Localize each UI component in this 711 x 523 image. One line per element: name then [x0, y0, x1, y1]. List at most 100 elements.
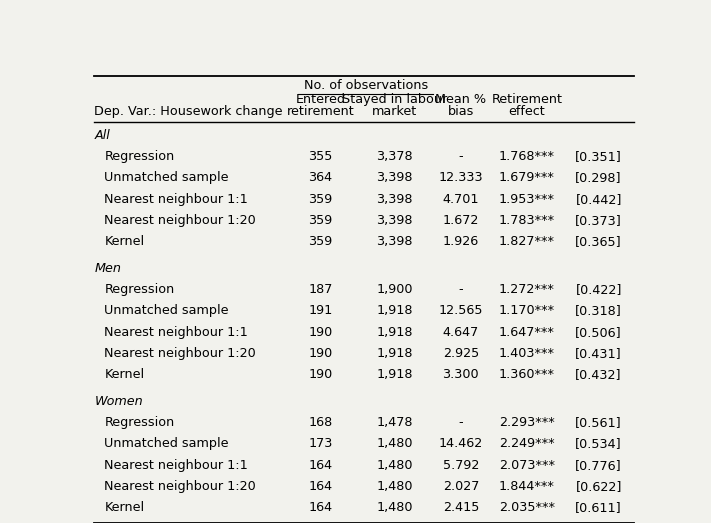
Text: 1,918: 1,918	[376, 368, 413, 381]
Text: Kernel: Kernel	[105, 235, 144, 248]
Text: Nearest neighbour 1:20: Nearest neighbour 1:20	[105, 214, 256, 227]
Text: Unmatched sample: Unmatched sample	[105, 172, 229, 185]
Text: 1.783***: 1.783***	[499, 214, 555, 227]
Text: 190: 190	[308, 368, 333, 381]
Text: 1.679***: 1.679***	[499, 172, 555, 185]
Text: 1.827***: 1.827***	[499, 235, 555, 248]
Text: 14.462: 14.462	[439, 437, 483, 450]
Text: 1,478: 1,478	[376, 416, 413, 429]
Text: 4.701: 4.701	[442, 193, 479, 206]
Text: 364: 364	[309, 172, 332, 185]
Text: Regression: Regression	[105, 416, 175, 429]
Text: 3,378: 3,378	[376, 150, 413, 163]
Text: [0.351]: [0.351]	[575, 150, 622, 163]
Text: Nearest neighbour 1:20: Nearest neighbour 1:20	[105, 480, 256, 493]
Text: Entered: Entered	[295, 93, 346, 106]
Text: 1.953***: 1.953***	[499, 193, 555, 206]
Text: [0.365]: [0.365]	[575, 235, 622, 248]
Text: Regression: Regression	[105, 150, 175, 163]
Text: Nearest neighbour 1:1: Nearest neighbour 1:1	[105, 193, 248, 206]
Text: 3,398: 3,398	[376, 235, 413, 248]
Text: 3,398: 3,398	[376, 172, 413, 185]
Text: 2.293***: 2.293***	[499, 416, 555, 429]
Text: 1.170***: 1.170***	[499, 304, 555, 317]
Text: [0.318]: [0.318]	[575, 304, 622, 317]
Text: 1,480: 1,480	[376, 459, 413, 472]
Text: [0.422]: [0.422]	[575, 283, 621, 296]
Text: [0.561]: [0.561]	[575, 416, 622, 429]
Text: 359: 359	[308, 193, 333, 206]
Text: Retirement: Retirement	[491, 93, 562, 106]
Text: All: All	[95, 129, 110, 142]
Text: 1.844***: 1.844***	[499, 480, 555, 493]
Text: Regression: Regression	[105, 283, 175, 296]
Text: -: -	[459, 150, 463, 163]
Text: 1.360***: 1.360***	[499, 368, 555, 381]
Text: 5.792: 5.792	[443, 459, 479, 472]
Text: 1.403***: 1.403***	[499, 347, 555, 360]
Text: Dep. Var.: Housework change: Dep. Var.: Housework change	[95, 106, 283, 118]
Text: 168: 168	[308, 416, 333, 429]
Text: 2.027: 2.027	[443, 480, 479, 493]
Text: Nearest neighbour 1:1: Nearest neighbour 1:1	[105, 459, 248, 472]
Text: [0.431]: [0.431]	[575, 347, 622, 360]
Text: 190: 190	[308, 347, 333, 360]
Text: -: -	[459, 416, 463, 429]
Text: Nearest neighbour 1:20: Nearest neighbour 1:20	[105, 347, 256, 360]
Text: 164: 164	[309, 501, 332, 514]
Text: 359: 359	[308, 214, 333, 227]
Text: [0.534]: [0.534]	[575, 437, 622, 450]
Text: 1,918: 1,918	[376, 326, 413, 339]
Text: Unmatched sample: Unmatched sample	[105, 437, 229, 450]
Text: Men: Men	[95, 262, 122, 275]
Text: 1,480: 1,480	[376, 480, 413, 493]
Text: 359: 359	[308, 235, 333, 248]
Text: Kernel: Kernel	[105, 368, 144, 381]
Text: 2.249***: 2.249***	[499, 437, 555, 450]
Text: Mean %: Mean %	[435, 93, 486, 106]
Text: 355: 355	[308, 150, 333, 163]
Text: Unmatched sample: Unmatched sample	[105, 304, 229, 317]
Text: 1.672: 1.672	[443, 214, 479, 227]
Text: market: market	[372, 106, 417, 118]
Text: 173: 173	[308, 437, 333, 450]
Text: [0.611]: [0.611]	[575, 501, 622, 514]
Text: 191: 191	[308, 304, 333, 317]
Text: 1,480: 1,480	[376, 437, 413, 450]
Text: 1.926: 1.926	[443, 235, 479, 248]
Text: 2.035***: 2.035***	[499, 501, 555, 514]
Text: retirement: retirement	[287, 106, 354, 118]
Text: 12.333: 12.333	[439, 172, 483, 185]
Text: 2.415: 2.415	[443, 501, 479, 514]
Text: [0.373]: [0.373]	[575, 214, 622, 227]
Text: [0.298]: [0.298]	[575, 172, 622, 185]
Text: [0.506]: [0.506]	[575, 326, 622, 339]
Text: 190: 190	[308, 326, 333, 339]
Text: 1,918: 1,918	[376, 347, 413, 360]
Text: 1,918: 1,918	[376, 304, 413, 317]
Text: 3,398: 3,398	[376, 214, 413, 227]
Text: 1,900: 1,900	[376, 283, 413, 296]
Text: Nearest neighbour 1:1: Nearest neighbour 1:1	[105, 326, 248, 339]
Text: Stayed in labour: Stayed in labour	[342, 93, 447, 106]
Text: [0.442]: [0.442]	[575, 193, 621, 206]
Text: [0.432]: [0.432]	[575, 368, 622, 381]
Text: 3,398: 3,398	[376, 193, 413, 206]
Text: 164: 164	[309, 480, 332, 493]
Text: 1.647***: 1.647***	[499, 326, 555, 339]
Text: 187: 187	[308, 283, 333, 296]
Text: Women: Women	[95, 394, 143, 407]
Text: 2.073***: 2.073***	[499, 459, 555, 472]
Text: 1.272***: 1.272***	[499, 283, 555, 296]
Text: No. of observations: No. of observations	[304, 79, 428, 92]
Text: Kernel: Kernel	[105, 501, 144, 514]
Text: bias: bias	[448, 106, 474, 118]
Text: 1,480: 1,480	[376, 501, 413, 514]
Text: 164: 164	[309, 459, 332, 472]
Text: 2.925: 2.925	[443, 347, 479, 360]
Text: [0.622]: [0.622]	[575, 480, 621, 493]
Text: -: -	[459, 283, 463, 296]
Text: 12.565: 12.565	[439, 304, 483, 317]
Text: 4.647: 4.647	[443, 326, 479, 339]
Text: effect: effect	[508, 106, 545, 118]
